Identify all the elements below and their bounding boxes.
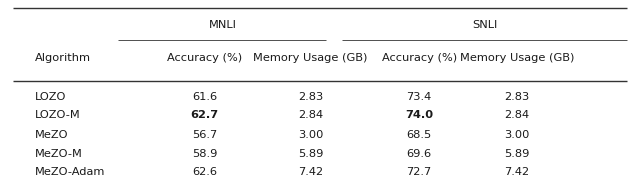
Text: 3.00: 3.00: [298, 130, 323, 140]
Text: 69.6: 69.6: [406, 149, 432, 159]
Text: MeZO-M: MeZO-M: [35, 149, 83, 159]
Text: LOZO: LOZO: [35, 92, 67, 102]
Text: MNLI: MNLI: [209, 20, 236, 30]
Text: Accuracy (%): Accuracy (%): [167, 52, 243, 62]
Text: 74.0: 74.0: [405, 110, 433, 121]
Text: 2.83: 2.83: [298, 92, 323, 102]
Text: 7.42: 7.42: [504, 167, 529, 175]
Text: Accuracy (%): Accuracy (%): [381, 52, 457, 62]
Text: 73.4: 73.4: [406, 92, 432, 102]
Text: 61.6: 61.6: [192, 92, 218, 102]
Text: 62.7: 62.7: [191, 110, 219, 121]
Text: 58.9: 58.9: [192, 149, 218, 159]
Text: 2.84: 2.84: [504, 110, 529, 121]
Text: MeZO-Adam: MeZO-Adam: [35, 167, 106, 175]
Text: 7.42: 7.42: [298, 167, 323, 175]
Text: 68.5: 68.5: [406, 130, 432, 140]
Text: SNLI: SNLI: [472, 20, 497, 30]
Text: 2.83: 2.83: [504, 92, 529, 102]
Text: Memory Usage (GB): Memory Usage (GB): [460, 52, 574, 62]
Text: 5.89: 5.89: [298, 149, 323, 159]
Text: 62.6: 62.6: [192, 167, 218, 175]
Text: 3.00: 3.00: [504, 130, 529, 140]
Text: 72.7: 72.7: [406, 167, 432, 175]
Text: 5.89: 5.89: [504, 149, 529, 159]
Text: 2.84: 2.84: [298, 110, 323, 121]
Text: Memory Usage (GB): Memory Usage (GB): [253, 52, 367, 62]
Text: 56.7: 56.7: [192, 130, 218, 140]
Text: LOZO-M: LOZO-M: [35, 110, 81, 121]
Text: MeZO: MeZO: [35, 130, 68, 140]
Text: Algorithm: Algorithm: [35, 52, 92, 62]
